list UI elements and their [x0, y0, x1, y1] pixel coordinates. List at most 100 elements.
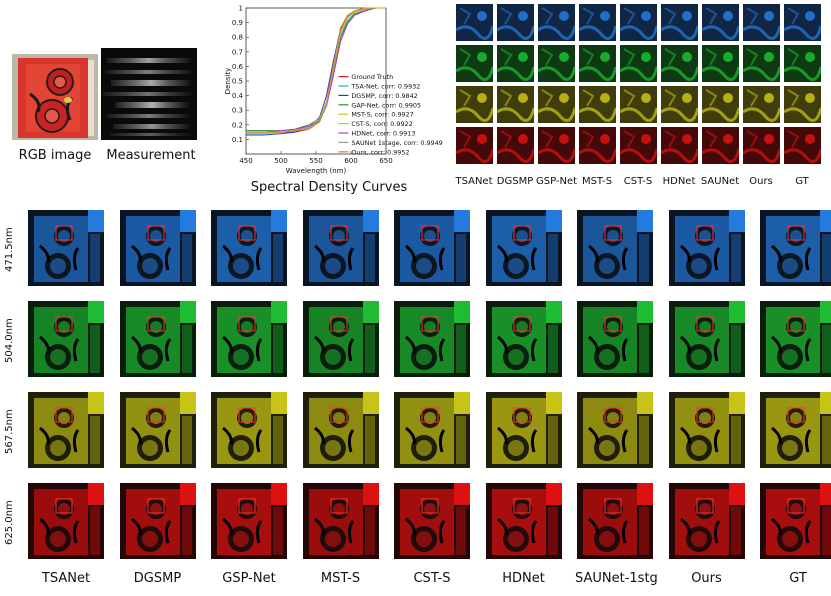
reconstruction-cell: [302, 301, 379, 377]
x-tick-label: 600: [344, 157, 357, 165]
reconstruction-cell: [668, 301, 745, 377]
method-label: MST-S: [320, 571, 361, 586]
reconstruction-cell: [668, 483, 745, 559]
zoom-patch: [743, 4, 780, 41]
reconstruction-cell: [394, 392, 470, 468]
method-label: GT: [789, 571, 807, 586]
wavelength-labels: 471.5nm 504.0nm 567.5nm 625.0nm: [0, 210, 20, 555]
method-label: TSANet: [41, 571, 91, 586]
reconstruction-cell: [485, 301, 562, 377]
zoom-method-label: GSP-Net: [536, 176, 578, 187]
reconstruction-cell: [28, 301, 104, 377]
zoom-patch: [579, 127, 616, 164]
zoom-method-label: GT: [795, 176, 809, 187]
y-tick-label: 0.3: [232, 107, 243, 115]
x-tick-label: 450: [239, 157, 252, 165]
zoom-patch: [661, 127, 698, 164]
zoom-patch: [456, 127, 493, 164]
zoom-patch: [538, 127, 575, 164]
zoom-patch: [702, 127, 739, 164]
y-tick-label: 0.1: [232, 136, 243, 144]
zoom-patch: [702, 86, 739, 123]
x-tick-label: 550: [309, 157, 322, 165]
reconstruction-cell: [577, 392, 653, 468]
zoom-method-label: DGSMP: [496, 176, 534, 187]
series-line: [246, 7, 386, 133]
wavelength-label: 567.5nm: [4, 409, 15, 454]
zoom-patch: [661, 45, 698, 82]
reconstruction-cell: [211, 483, 287, 559]
reconstruction-cell: [760, 392, 831, 468]
zoom-patch: [784, 4, 821, 41]
zoom-patch: [702, 45, 739, 82]
method-label: Ours: [691, 571, 722, 586]
spectral-caption: Spectral Density Curves: [250, 180, 408, 195]
reconstruction-cell: [211, 301, 287, 377]
x-tick-label: 500: [274, 157, 287, 165]
zoom-patch-grid: [456, 4, 828, 174]
legend-entry: Ground Truth: [351, 73, 393, 81]
zoom-patch: [456, 86, 493, 123]
zoom-patch: [497, 127, 534, 164]
method-label: SAUNet-1stg: [575, 571, 658, 586]
zoom-patch: [497, 4, 534, 41]
reconstruction-cell: [119, 483, 196, 559]
zoom-method-label: CST-S: [623, 176, 653, 187]
legend-entry: SAUNet 1stage, corr: 0.9949: [351, 139, 442, 147]
reconstruction-cell: [485, 483, 562, 559]
zoom-patch: [784, 127, 821, 164]
zoom-patch: [538, 45, 575, 82]
reconstruction-cell: [577, 301, 653, 377]
legend-entry: GAP-Net, corr: 0.9905: [351, 101, 421, 109]
plot-area: [245, 7, 387, 155]
reconstruction-cell: [119, 301, 196, 377]
rgb-caption: RGB image: [18, 148, 92, 163]
reconstruction-cell: [577, 210, 653, 286]
y-tick-label: 0.8: [232, 34, 243, 42]
reconstruction-cell: [485, 210, 562, 286]
y-tick-label: 0.5: [232, 78, 243, 86]
zoom-patch: [743, 127, 780, 164]
zoom-patch: [456, 4, 493, 41]
zoom-method-label: TSANet: [455, 176, 493, 187]
y-axis-label: Density: [224, 68, 232, 95]
zoom-patch: [579, 45, 616, 82]
method-label: GSP-Net: [222, 571, 276, 586]
reconstruction-cell: [760, 301, 831, 377]
rgb-image: [12, 54, 98, 140]
wavelength-label: 504.0nm: [4, 318, 15, 363]
zoom-patch: [620, 86, 657, 123]
x-axis-label: Wavelength (nm): [286, 167, 347, 175]
wavelength-label: 625.0nm: [4, 500, 15, 545]
zoom-patch: [620, 4, 657, 41]
reconstruction-grid: [0, 210, 831, 559]
legend-entry: TSA-Net, corr: 0.9932: [350, 83, 420, 91]
zoom-patch: [538, 86, 575, 123]
reconstruction-cell: [760, 483, 831, 559]
zoom-patch: [784, 86, 821, 123]
legend-entry: Ours, corr: 0.9952: [351, 148, 409, 156]
zoom-method-label: MST-S: [581, 176, 613, 187]
x-tick-label: 650: [379, 157, 392, 165]
reconstruction-cell: [119, 392, 196, 468]
zoom-patch: [538, 4, 575, 41]
zoom-method-label: Ours: [749, 176, 773, 187]
y-tick-label: 0.6: [232, 63, 244, 71]
zoom-patch: [579, 4, 616, 41]
spectral-density-chart: 450 500 550 600 650 0.1 0.2 0.3 0.4 0.5 0.6 0.7 0.8 0…: [224, 5, 443, 176]
reconstruction-cell: [394, 210, 470, 286]
measurement-image: [101, 48, 197, 140]
measurement-caption: Measurement: [106, 148, 196, 163]
reconstruction-cell: [760, 210, 831, 286]
legend-entry: DGSMP, corr: 0.9842: [351, 92, 417, 100]
reconstruction-cell: [302, 210, 379, 286]
legend-entry: MST-S, corr: 0.9927: [351, 111, 413, 119]
reconstruction-cell: [577, 483, 653, 559]
zoom-patch: [579, 86, 616, 123]
zoom-patch: [784, 45, 821, 82]
y-tick-label: 0.4: [232, 92, 244, 100]
zoom-patch: [497, 45, 534, 82]
method-label: CST-S: [413, 571, 451, 586]
reconstruction-cell: [28, 210, 104, 286]
zoom-patch: [497, 86, 534, 123]
